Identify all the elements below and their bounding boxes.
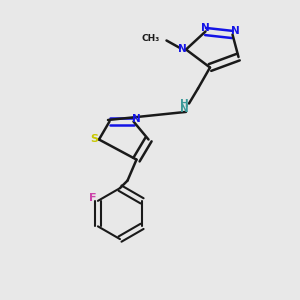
Text: N: N — [180, 104, 189, 115]
Text: N: N — [231, 26, 240, 37]
Text: N: N — [201, 23, 210, 33]
Text: N: N — [132, 114, 141, 124]
Text: H: H — [180, 99, 189, 109]
Text: CH₃: CH₃ — [142, 34, 160, 43]
Text: N: N — [178, 44, 187, 55]
Text: S: S — [91, 134, 98, 145]
Text: F: F — [89, 194, 96, 203]
